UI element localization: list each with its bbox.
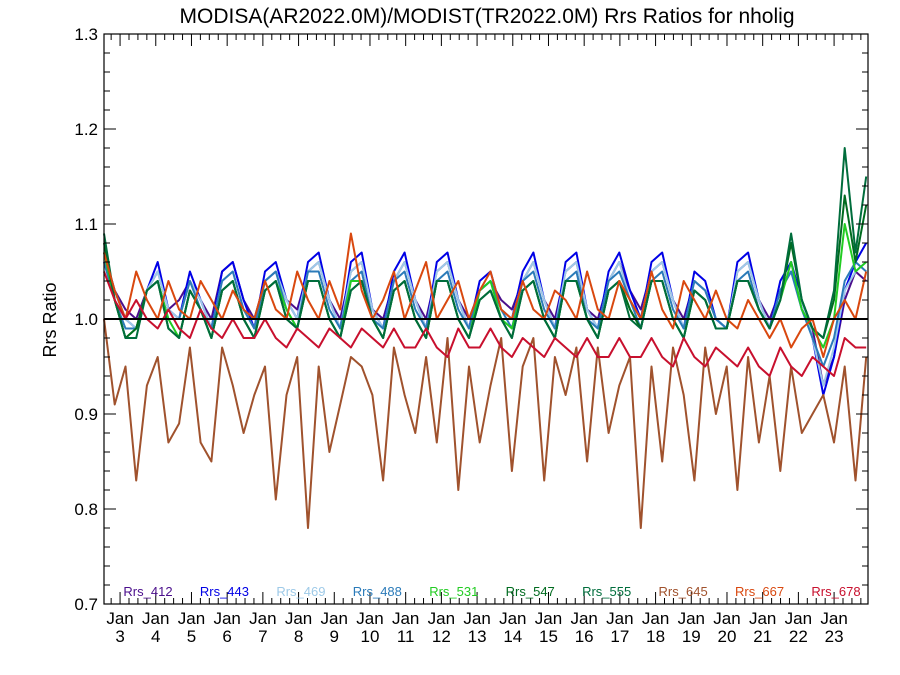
x-tick-label-year: 5 bbox=[187, 627, 196, 646]
series-line-rrs-645 bbox=[103, 318, 868, 529]
x-tick-label-year: 15 bbox=[539, 627, 558, 646]
x-tick-label-year: 4 bbox=[151, 627, 160, 646]
x-tick-label-year: 21 bbox=[753, 627, 772, 646]
y-tick-label: 1.1 bbox=[74, 215, 98, 234]
y-tick-label: 1.2 bbox=[74, 120, 98, 139]
x-tick-label-year: 19 bbox=[682, 627, 701, 646]
x-tick-label-year: 10 bbox=[361, 627, 380, 646]
legend-entry-rrs-645: Rrs_645 bbox=[659, 584, 708, 599]
x-tick-label-year: 23 bbox=[825, 627, 844, 646]
x-tick-label-year: 8 bbox=[294, 627, 303, 646]
legend-entry-rrs-667: Rrs_667 bbox=[735, 584, 784, 599]
x-tick-label-month: Jan bbox=[570, 609, 597, 628]
x-tick-label-year: 13 bbox=[468, 627, 487, 646]
legend-entry-rrs-488: Rrs_488 bbox=[353, 584, 402, 599]
y-axis-label: Rrs Ratio bbox=[40, 282, 60, 357]
x-tick-label-month: Jan bbox=[713, 609, 740, 628]
x-tick-label-year: 11 bbox=[397, 627, 415, 646]
legend-entry-rrs-412: Rrs_412 bbox=[123, 584, 172, 599]
x-tick-label-year: 7 bbox=[258, 627, 267, 646]
legend-entry-rrs-555: Rrs_555 bbox=[582, 584, 631, 599]
chart-title: MODISA(AR2022.0M)/MODIST(TR2022.0M) Rrs … bbox=[180, 5, 795, 28]
y-tick-label: 0.7 bbox=[74, 595, 98, 614]
x-tick-label-month: Jan bbox=[463, 609, 490, 628]
x-tick-label-month: Jan bbox=[213, 609, 240, 628]
x-tick-label-month: Jan bbox=[678, 609, 705, 628]
x-tick-label-year: 12 bbox=[432, 627, 451, 646]
x-tick-label-year: 6 bbox=[222, 627, 231, 646]
axes-layer: 0.70.80.91.01.11.21.3Jan3Jan4Jan5Jan6Jan… bbox=[74, 25, 869, 646]
x-tick-label-month: Jan bbox=[142, 609, 169, 628]
y-tick-label: 0.9 bbox=[74, 405, 98, 424]
x-tick-label-month: Jan bbox=[356, 609, 383, 628]
legend-entry-rrs-547: Rrs_547 bbox=[506, 584, 555, 599]
x-tick-label-year: 22 bbox=[789, 627, 808, 646]
x-tick-label-month: Jan bbox=[499, 609, 526, 628]
legend-entry-rrs-443: Rrs_443 bbox=[200, 584, 249, 599]
x-tick-label-month: Jan bbox=[178, 609, 205, 628]
x-tick-label-year: 20 bbox=[718, 627, 737, 646]
legend-entry-rrs-469: Rrs_469 bbox=[276, 584, 325, 599]
x-tick-label-month: Jan bbox=[428, 609, 455, 628]
x-tick-label-month: Jan bbox=[106, 609, 133, 628]
y-tick-label: 1.0 bbox=[74, 310, 98, 329]
x-tick-label-month: Jan bbox=[820, 609, 847, 628]
series-layer bbox=[103, 147, 868, 529]
x-tick-label-year: 3 bbox=[115, 627, 124, 646]
x-tick-label-month: Jan bbox=[321, 609, 348, 628]
x-tick-label-month: Jan bbox=[392, 609, 419, 628]
x-tick-label-month: Jan bbox=[642, 609, 669, 628]
series-line-rrs-667 bbox=[103, 232, 868, 358]
x-tick-label-year: 16 bbox=[575, 627, 594, 646]
legend-entry-rrs-678: Rrs_678 bbox=[811, 584, 860, 599]
series-line-rrs-555 bbox=[103, 147, 868, 339]
x-tick-label-month: Jan bbox=[606, 609, 633, 628]
x-tick-label-month: Jan bbox=[249, 609, 276, 628]
x-tick-label-year: 18 bbox=[646, 627, 665, 646]
legend-entry-rrs-531: Rrs_531 bbox=[429, 584, 478, 599]
series-line-rrs-678 bbox=[103, 271, 867, 377]
x-tick-label-month: Jan bbox=[285, 609, 312, 628]
series-line-rrs-443 bbox=[103, 242, 868, 396]
x-tick-label-year: 9 bbox=[330, 627, 339, 646]
x-tick-label-month: Jan bbox=[749, 609, 776, 628]
x-tick-label-year: 14 bbox=[503, 627, 522, 646]
x-tick-label-year: 17 bbox=[610, 627, 629, 646]
y-tick-label: 0.8 bbox=[74, 500, 98, 519]
y-tick-label: 1.3 bbox=[74, 25, 98, 44]
x-tick-label-month: Jan bbox=[535, 609, 562, 628]
legend: Rrs_412 Rrs_443 Rrs_469 Rrs_488 Rrs_531 Rrs_5… bbox=[123, 584, 860, 599]
x-tick-label-month: Jan bbox=[785, 609, 812, 628]
